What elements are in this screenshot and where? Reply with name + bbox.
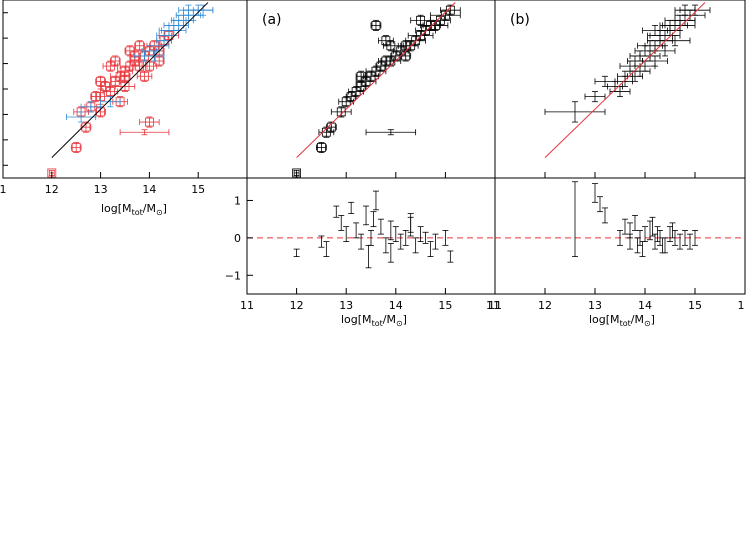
ares-y-tick-label: 1 [234,194,241,207]
ares-x-tick-label: 12 [290,299,304,312]
panel-a-point-marker [371,21,381,30]
x-label-mid: /M [143,202,156,215]
left-red-point-marker [96,76,105,86]
ares-x-tick-label-edge: 11 [486,299,500,312]
left-x-tick-label: 14 [142,183,156,196]
left-x-tick-label: 12 [45,183,59,196]
left-red-point-marker [144,61,154,71]
left-red-point-marker [140,71,149,81]
x-label-end: ] [163,202,167,215]
panel-frames [2,0,746,295]
x-label-end: ] [651,313,655,326]
ares-x-tick-label: 13 [339,299,353,312]
left-red-point-marker [120,71,130,81]
panel-a-point-marker [401,51,411,61]
x-label-main: log[M [341,313,372,326]
x-label-sub: tot [372,319,383,328]
panel-a-point-marker [381,36,391,46]
x-label-main: log[M [101,202,132,215]
left-x-tick-label: 13 [94,183,108,196]
panel-b-residual-frame [494,177,746,295]
ares-x-tick-label: 14 [389,299,403,312]
panel-a-point-marker [316,143,326,152]
panel-b-fit-line [544,2,706,159]
x-label-sun: ⊙ [156,208,163,217]
x-label-sub: tot [132,208,143,217]
bres-x-tick-label: 11 [488,299,502,312]
panel-a-point-marker [336,107,346,117]
panel-a-point-marker [445,5,455,15]
left-red-point-marker [110,56,120,66]
left-x-tick-label: 15 [191,183,205,196]
panel-b-residual-plot [495,181,745,257]
panel-b-label: (b) [510,12,530,28]
ares-x-tick-label: 11 [240,299,254,312]
panel-a-residual-plot [247,190,495,269]
bres-x-tick-label: 15 [688,299,702,312]
panel-a-x-axis-label: log[Mtot/M⊙] [341,313,407,328]
left-red-point-marker [105,87,115,96]
x-label-sun: ⊙ [644,319,651,328]
bres-x-tick-label: 12 [538,299,552,312]
left-red-point-marker [71,143,81,152]
left-fit-line [51,2,209,159]
left-red-point-marker [144,117,154,127]
ares-y-tick-label: −1 [225,269,241,282]
panel-a-fit-line [296,2,456,159]
left-red-point-marker [125,46,135,56]
x-label-mid: /M [383,313,396,326]
ares-y-tick-label: 0 [234,232,241,245]
x-label-mid: /M [631,313,644,326]
ares-x-tick-label: 15 [438,299,452,312]
x-label-sun: ⊙ [396,319,403,328]
left-panel-plot [47,2,214,178]
panel-b-plot [544,2,711,159]
panel-a-point-marker [416,15,426,25]
left-x-axis-label: log[Mtot/M⊙] [101,202,167,217]
left-x-tick-label: 1 [0,183,7,196]
bres-x-tick-label-edge: 1 [738,299,745,312]
left-red-point-marker [120,82,130,91]
x-label-sub: tot [620,319,631,328]
bres-x-tick-label: 14 [638,299,652,312]
panel-a-point-marker [356,71,366,81]
x-label-end: ] [403,313,407,326]
left-red-point-marker [135,41,145,51]
x-label-main: log[M [589,313,620,326]
bres-x-tick-label: 13 [588,299,602,312]
panel-a-plot [292,2,461,178]
panel-a-label: (a) [262,12,282,28]
panel-b-x-axis-label: log[Mtot/M⊙] [589,313,655,328]
